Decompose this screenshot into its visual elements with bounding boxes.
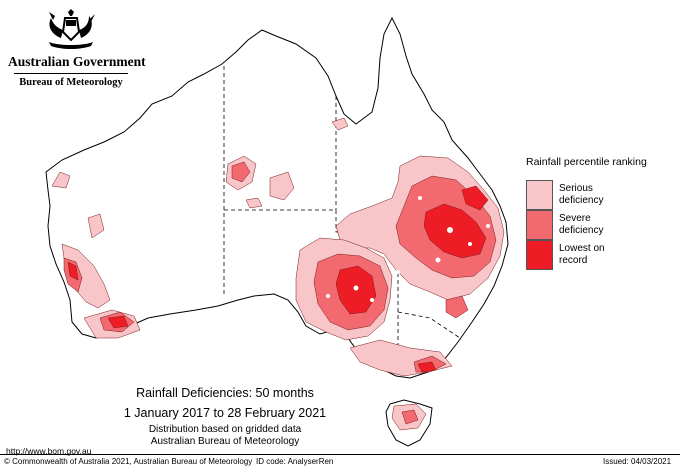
caption-note-2: Australian Bureau of Meteorology: [150, 436, 300, 447]
issued-date: Issued: 04/03/2021: [603, 457, 672, 466]
legend: Rainfall percentile ranking Serious defi…: [526, 156, 676, 270]
legend-item-severe: Severe deficiency: [526, 210, 676, 240]
map-caption: Rainfall Deficiencies: 50 months 1 Janua…: [110, 386, 340, 448]
legend-item-record: Lowest on record: [526, 240, 676, 270]
footer-divider: [0, 454, 680, 455]
border-nsw-vic: [397, 311, 461, 339]
legend-swatch-record: [526, 240, 553, 270]
bom-url: http://www.bom.gov.au: [6, 446, 92, 456]
caption-dates: 1 January 2017 to 28 February 2021: [123, 406, 327, 420]
legend-swatch-serious: [526, 180, 553, 210]
caption-title: Rainfall Deficiencies: 50 months: [136, 386, 314, 400]
coat-of-arms-icon: [49, 9, 95, 49]
caption-note-1: Distribution based on gridded data: [148, 424, 302, 435]
map-texture: [326, 196, 490, 302]
legend-title: Rainfall percentile ranking: [526, 156, 647, 168]
legend-item-serious: Serious deficiency: [526, 180, 676, 210]
legend-swatch-severe: [526, 210, 553, 240]
copyright-text: © Commonwealth of Australia 2021, Austra…: [4, 457, 253, 466]
bom-logo: Australian Government Bureau of Meteorol…: [8, 8, 146, 88]
legend-label-record: Lowest on record: [559, 243, 605, 266]
legend-label-severe: Severe deficiency: [559, 213, 604, 236]
header-divider: [14, 73, 128, 74]
legend-label-serious: Serious deficiency: [559, 183, 604, 206]
government-title: Australian Government: [8, 54, 146, 69]
agency-title: Bureau of Meteorology: [19, 77, 123, 88]
id-code: ID code: AnalyserRen: [256, 457, 334, 466]
